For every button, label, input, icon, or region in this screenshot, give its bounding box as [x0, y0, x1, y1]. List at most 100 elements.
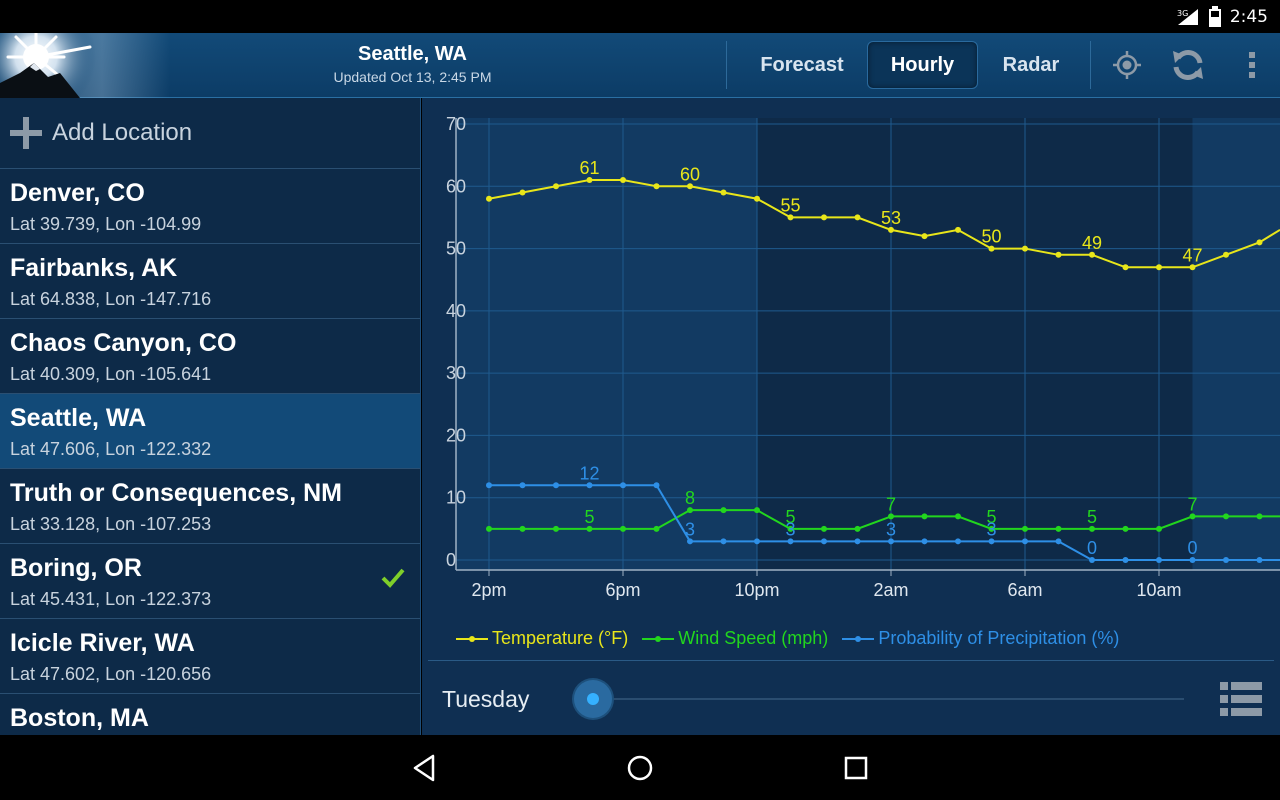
data-point-wind: [687, 507, 693, 514]
home-icon[interactable]: [623, 751, 657, 785]
data-point-temperature: [1089, 251, 1095, 258]
data-point-temperature: [1022, 245, 1028, 252]
data-label-precip: 3: [785, 519, 795, 539]
location-item[interactable]: Denver, CO Lat 39.739, Lon -104.99: [0, 169, 420, 244]
series-line-wind: [489, 509, 1260, 530]
data-point-temperature: [988, 245, 995, 252]
sun-mountain-logo-icon: [0, 33, 170, 98]
data-label-temperature: 55: [780, 195, 800, 215]
data-point-precip: [1189, 557, 1196, 563]
data-point-temperature: [787, 214, 794, 221]
series-line-precip: [489, 484, 1260, 561]
data-point-temperature: [1189, 264, 1196, 271]
data-point-precip: [1223, 557, 1229, 563]
location-item[interactable]: Chaos Canyon, CO Lat 40.309, Lon -105.641: [0, 319, 420, 394]
data-label-wind: 5: [785, 507, 795, 527]
day-slider-thumb[interactable]: [574, 680, 612, 718]
add-location-label: Add Location: [52, 119, 193, 146]
location-item[interactable]: Fairbanks, AK Lat 64.838, Lon -147.716: [0, 244, 420, 319]
list-view-button[interactable]: [1218, 680, 1264, 718]
data-label-temperature: 50: [981, 227, 1001, 247]
data-label-wind: 7: [886, 494, 896, 514]
data-point-wind: [1156, 525, 1162, 532]
data-point-temperature: [620, 177, 626, 184]
data-point-temperature: [955, 226, 961, 233]
x-tick-label: 10pm: [734, 580, 779, 600]
legend-label: Wind Speed (mph): [678, 628, 829, 648]
location-name: Boring, OR: [10, 554, 142, 582]
data-label-wind: 5: [584, 507, 594, 527]
tab-hourly[interactable]: Hourly: [867, 41, 978, 89]
tab-forecast[interactable]: Forecast: [760, 53, 844, 76]
data-point-temperature: [1156, 264, 1162, 271]
plus-icon: [10, 117, 42, 149]
data-point-wind: [754, 507, 760, 514]
data-label-temperature: 47: [1182, 245, 1202, 265]
location-name: Chaos Canyon, CO: [10, 329, 237, 357]
data-point-precip: [1089, 557, 1095, 563]
locate-button[interactable]: [1107, 45, 1147, 85]
data-point-temperature: [720, 189, 727, 196]
signal-icon: 3G: [1177, 8, 1198, 25]
day-slider-track[interactable]: [594, 698, 1184, 700]
data-point-precip: [1122, 557, 1129, 563]
appbar-divider: [726, 41, 727, 89]
data-point-precip: [553, 482, 559, 489]
back-icon[interactable]: [408, 751, 442, 785]
battery-icon: [1208, 5, 1221, 27]
legend-swatch: [642, 635, 675, 642]
data-point-wind: [486, 525, 492, 532]
data-point-precip: [720, 538, 727, 545]
updated-timestamp: Updated Oct 13, 2:45 PM: [333, 69, 492, 85]
data-point-temperature: [653, 183, 660, 190]
status-icons: 3G 2:45: [1176, 0, 1268, 33]
location-list: Denver, CO Lat 39.739, Lon -104.99 Fairban…: [0, 169, 420, 735]
data-label-wind: 5: [1087, 507, 1097, 527]
location-name: Icicle River, WA: [10, 629, 195, 657]
location-coords: Lat 33.128, Lon -107.253: [10, 514, 212, 534]
location-coords: Lat 47.602, Lon -120.656: [10, 664, 212, 684]
data-point-temperature: [754, 195, 760, 202]
title-area: Seattle, WA Updated Oct 13, 2:45 PM: [260, 33, 565, 98]
data-point-temperature: [821, 214, 827, 221]
legend-item-precip: Probability of Precipitation (%): [842, 628, 1119, 649]
data-label-temperature: 49: [1082, 233, 1102, 253]
data-point-wind: [1089, 525, 1095, 532]
data-label-precip: 3: [685, 519, 695, 539]
location-coords: Lat 45.431, Lon -122.373: [10, 589, 212, 609]
page-title: Seattle, WA: [358, 43, 467, 65]
x-tick-label: 2am: [873, 580, 908, 600]
add-location-button[interactable]: Add Location: [0, 98, 420, 169]
data-point-wind: [1223, 513, 1229, 520]
location-item[interactable]: Truth or Consequences, NM Lat 33.128, Lon…: [0, 469, 420, 544]
data-point-temperature: [854, 214, 861, 221]
series-line-tail-temperature: [1258, 229, 1280, 244]
data-point-wind: [586, 525, 593, 532]
overflow-menu-button[interactable]: [1232, 45, 1272, 85]
data-point-precip: [1055, 538, 1062, 545]
recents-icon[interactable]: [839, 751, 873, 785]
tab-radar[interactable]: Radar: [1002, 53, 1060, 76]
legend-item-wind: Wind Speed (mph): [642, 628, 828, 649]
location-name: Seattle, WA: [10, 404, 147, 432]
data-point-wind: [854, 525, 861, 532]
data-point-temperature: [1055, 251, 1062, 258]
location-item[interactable]: Boring, OR Lat 45.431, Lon -122.373: [0, 544, 420, 619]
panel-divider: [428, 660, 1274, 661]
svg-text:3G: 3G: [1177, 9, 1188, 18]
data-point-temperature: [486, 195, 492, 202]
location-item[interactable]: Seattle, WA Lat 47.606, Lon -122.332: [0, 394, 420, 469]
hourly-chart-panel: 0 10 20 30 40 50 60 70 2pm 6pm 10pm 2am 6am 10am 61 60 5…: [422, 98, 1280, 735]
data-point-temperature: [921, 233, 928, 240]
data-label-wind: 7: [1187, 494, 1197, 514]
data-point-precip: [586, 482, 593, 489]
night-shading: [757, 118, 1193, 570]
data-point-wind: [620, 525, 626, 532]
location-sidebar: Add Location Denver, CO Lat 39.739, Lon -…: [0, 98, 421, 735]
refresh-icon: [1173, 50, 1203, 80]
data-point-temperature: [586, 177, 593, 184]
data-label-temperature: 61: [579, 158, 599, 178]
location-item[interactable]: Icicle River, WA Lat 47.602, Lon -120.656: [0, 619, 420, 694]
refresh-button[interactable]: [1168, 45, 1208, 85]
location-item[interactable]: Boston, MA: [0, 694, 420, 735]
